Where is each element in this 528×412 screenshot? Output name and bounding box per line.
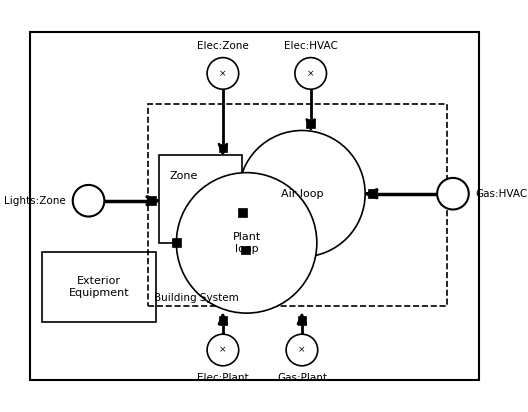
Circle shape [295, 58, 326, 89]
Bar [172, 239, 181, 247]
Bar [219, 144, 227, 152]
Text: Building System: Building System [154, 293, 239, 303]
Bar [368, 190, 376, 198]
Bar [147, 197, 156, 205]
Circle shape [73, 185, 105, 217]
Text: Exterior
Equipment: Exterior Equipment [69, 276, 129, 297]
Bar [148, 104, 447, 306]
Text: ×: × [219, 346, 227, 354]
Bar [238, 208, 247, 217]
Text: Lights:Zone: Lights:Zone [4, 196, 65, 206]
Text: Gas:Plant: Gas:Plant [277, 373, 327, 383]
Text: Elec:Plant: Elec:Plant [197, 373, 249, 383]
Circle shape [207, 334, 239, 366]
Text: ×: × [219, 69, 227, 78]
Circle shape [207, 58, 239, 89]
Text: Elec:HVAC: Elec:HVAC [284, 41, 337, 51]
Bar [42, 252, 156, 322]
Circle shape [176, 173, 317, 313]
Bar [298, 316, 306, 325]
Circle shape [239, 131, 365, 257]
Circle shape [437, 178, 469, 210]
Text: Gas:HVAC: Gas:HVAC [476, 189, 528, 199]
Bar [306, 119, 315, 128]
Text: Air loop: Air loop [281, 189, 323, 199]
Text: ×: × [307, 69, 315, 78]
Text: ×: × [298, 346, 306, 354]
Bar [241, 246, 250, 254]
Circle shape [286, 334, 318, 366]
Bar [219, 316, 227, 325]
Text: Plant
loop: Plant loop [232, 232, 261, 254]
Bar [159, 155, 242, 243]
Text: Zone: Zone [169, 171, 197, 181]
Text: Elec:Zone: Elec:Zone [197, 41, 249, 51]
